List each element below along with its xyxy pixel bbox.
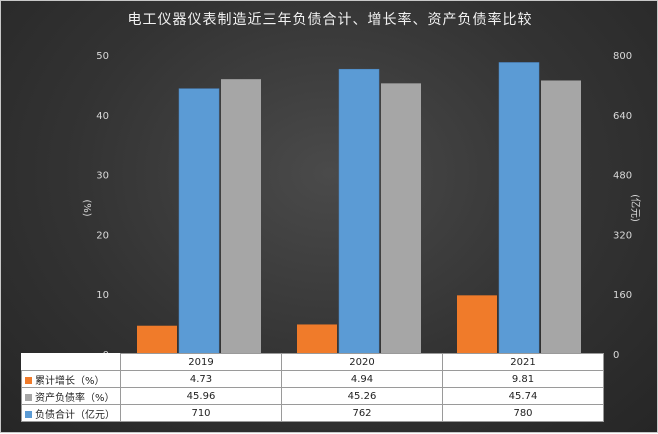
chart-title: 电工仪器仪表制造近三年负债合计、增长率、资产负债率比较 xyxy=(127,12,533,28)
y-axis-label: (%) xyxy=(81,199,92,216)
legend-entry: 累计增长（%） xyxy=(21,370,121,388)
category-label: 2021 xyxy=(442,353,604,371)
data-table: 2019 2020 2021 累计增长（%） 4.73 4.94 9.81 资产… xyxy=(21,353,604,422)
total-liabilities-bar xyxy=(498,62,540,355)
y2-tick-label: 480 xyxy=(613,171,632,182)
data-table-corner xyxy=(21,353,121,371)
y2-tick-label: 320 xyxy=(613,230,632,241)
data-label: 45.96 xyxy=(120,387,282,405)
data-label: 4.73 xyxy=(120,370,282,388)
legend-entry: 资产负债率（%） xyxy=(21,387,121,405)
bars xyxy=(137,62,581,355)
asset-liability-ratio-bar xyxy=(381,83,421,354)
asset-liability-ratio-bar xyxy=(541,80,581,355)
y2-tick-label: 800 xyxy=(613,51,632,62)
legend-label: 资产负债率（%） xyxy=(35,392,115,404)
y-tick-label: 50 xyxy=(96,51,109,62)
data-label: 710 xyxy=(120,404,282,422)
data-label: 780 xyxy=(442,404,604,422)
y2-tick-label: 160 xyxy=(613,290,632,301)
legend-swatch xyxy=(25,411,32,418)
data-table-header-row: 2019 2020 2021 xyxy=(21,353,604,371)
data-table-row: 资产负债率（%） 45.96 45.26 45.74 xyxy=(21,387,604,405)
axes: 010203040500160320480640800 xyxy=(96,51,632,361)
cumulative-growth-bar xyxy=(137,325,177,354)
data-label: 4.94 xyxy=(281,370,443,388)
y2-tick-label: 0 xyxy=(613,350,619,361)
asset-liability-ratio-bar xyxy=(221,79,261,354)
y-tick-label: 20 xyxy=(96,230,109,241)
total-liabilities-bar xyxy=(178,88,220,355)
data-label: 9.81 xyxy=(442,370,604,388)
legend-label: 累计增长（%） xyxy=(35,375,105,387)
legend-swatch xyxy=(25,377,32,384)
y-tick-label: 10 xyxy=(96,290,109,301)
data-label: 45.26 xyxy=(281,387,443,405)
legend-entry: 负债合计（亿元） xyxy=(21,404,121,422)
data-label: 45.74 xyxy=(442,387,604,405)
y-tick-label: 30 xyxy=(96,171,109,182)
total-liabilities-bar xyxy=(338,68,380,355)
y2-axis-label: (亿元) xyxy=(629,194,642,222)
data-table-row: 负债合计（亿元） 710 762 780 xyxy=(21,404,604,422)
cumulative-growth-bar xyxy=(297,324,337,354)
category-label: 2019 xyxy=(120,353,282,371)
y2-tick-label: 640 xyxy=(613,111,632,122)
data-label: 762 xyxy=(281,404,443,422)
legend-label: 负债合计（亿元） xyxy=(35,409,115,421)
legend-swatch xyxy=(25,394,32,401)
data-table-row: 累计增长（%） 4.73 4.94 9.81 xyxy=(21,370,604,388)
cumulative-growth-bar xyxy=(457,295,497,354)
y-tick-label: 40 xyxy=(96,111,109,122)
category-label: 2020 xyxy=(281,353,443,371)
